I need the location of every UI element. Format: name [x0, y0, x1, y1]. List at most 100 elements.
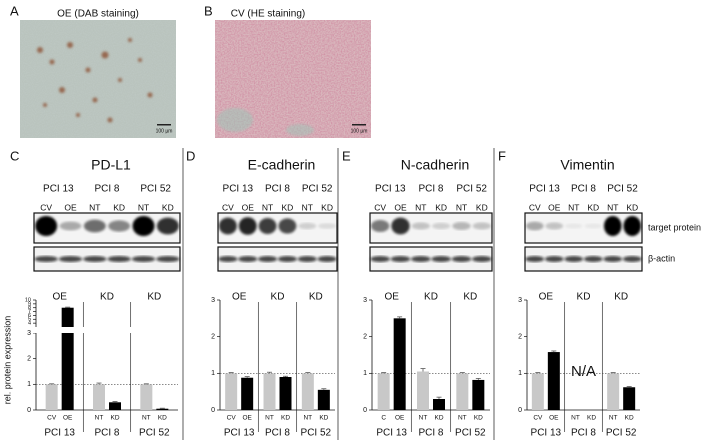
- group-header: OE: [384, 292, 399, 303]
- bar: [547, 352, 560, 410]
- x-tick-label: KD: [474, 415, 483, 422]
- y-tick-label: 2: [211, 334, 215, 341]
- lane-label: CV: [529, 202, 541, 212]
- bar: [109, 402, 121, 410]
- x-tick-label: NT: [571, 415, 580, 422]
- lane-label: OE: [548, 202, 561, 212]
- band: [156, 256, 180, 262]
- lane-label: OE: [64, 202, 77, 212]
- band: [371, 220, 390, 232]
- x-tick-label: NT: [458, 415, 467, 422]
- lane-label: KD: [113, 202, 125, 212]
- lane-label: KD: [162, 202, 174, 212]
- band: [83, 219, 106, 233]
- group-label: PCI 13: [376, 428, 407, 439]
- band: [258, 218, 277, 234]
- blot-group-label: PCI 13: [223, 184, 254, 195]
- band: [317, 256, 337, 262]
- group-header: KD: [147, 292, 161, 303]
- bar: [301, 373, 314, 410]
- blot-target: [33, 212, 181, 244]
- y-tick-label: 0: [518, 407, 522, 414]
- y-axis-label: rel. protein expression: [2, 316, 12, 405]
- y-tick-label: 2: [518, 334, 522, 341]
- group-label: PCI 13: [531, 428, 562, 439]
- band: [391, 217, 410, 235]
- lane-label: KD: [282, 202, 294, 212]
- x-tick-label: NT: [265, 415, 274, 422]
- x-tick-label: OE: [395, 415, 405, 422]
- bar: [225, 373, 238, 410]
- lane-label: CV: [222, 202, 234, 212]
- group-header: KD: [614, 292, 628, 303]
- group-label: PCI 13: [44, 428, 75, 439]
- band: [584, 223, 603, 229]
- lane-label: KD: [587, 202, 599, 212]
- band: [131, 256, 156, 262]
- bar: [93, 384, 105, 410]
- y-tick-label: 3: [518, 297, 522, 304]
- bar: [393, 318, 406, 410]
- image-caption: CV (HE staining): [231, 9, 305, 20]
- lane-label: KD: [626, 202, 638, 212]
- blot-label: target protein: [648, 222, 701, 232]
- blot-group-label: PCI 8: [571, 184, 596, 195]
- panel-letter: B: [204, 3, 213, 18]
- blot-group-label: PCI 13: [43, 184, 74, 195]
- bar: [156, 408, 169, 410]
- band: [34, 256, 58, 262]
- x-tick-label: KD: [587, 415, 596, 422]
- bar: [607, 373, 620, 410]
- lane-label: NT: [415, 202, 426, 212]
- band: [564, 223, 583, 229]
- y-tick-label: 1: [518, 370, 522, 377]
- lane-label: NT: [138, 202, 149, 212]
- scale-label: 100 µm: [156, 128, 173, 134]
- lane-label: KD: [435, 202, 447, 212]
- blot-group-label: PCI 8: [265, 184, 290, 195]
- y-tick-label: 4: [28, 321, 31, 327]
- y-tick-label: 3: [363, 297, 367, 304]
- band: [83, 256, 107, 262]
- band: [238, 256, 258, 262]
- chart-title: PD-L1: [91, 157, 131, 173]
- x-tick-label: OE: [63, 415, 73, 422]
- lane-label: NT: [456, 202, 467, 212]
- blot-actin: [33, 246, 181, 272]
- x-tick-label: NT: [419, 415, 428, 422]
- band: [472, 256, 492, 262]
- group-label: PCI 8: [94, 428, 119, 439]
- bar: [531, 373, 544, 410]
- bar: [140, 384, 153, 410]
- group-label: PCI 52: [139, 428, 170, 439]
- blot-group-label: PCI 52: [140, 184, 171, 195]
- band: [432, 222, 451, 230]
- panel-letter: C: [10, 148, 19, 163]
- y-tick-label: 2: [363, 334, 367, 341]
- band: [452, 222, 471, 230]
- band: [525, 256, 545, 262]
- x-tick-label: NT: [303, 415, 312, 422]
- lane-label: CV: [40, 202, 52, 212]
- lane-label: OE: [242, 202, 255, 212]
- group-label: PCI 8: [571, 428, 596, 439]
- group-label: PCI 8: [265, 428, 290, 439]
- bar: [263, 373, 276, 410]
- blot-label: β-actin: [648, 253, 675, 263]
- blot-target: [217, 212, 338, 244]
- band: [564, 256, 584, 262]
- band: [107, 256, 131, 262]
- band: [451, 256, 472, 262]
- x-tick-label: KD: [281, 415, 290, 422]
- band: [603, 216, 622, 236]
- image-caption: OE (DAB staining): [57, 9, 139, 20]
- y-tick-label: 0: [27, 407, 31, 414]
- band: [623, 216, 642, 236]
- x-tick-label: KD: [434, 415, 443, 422]
- bar: [317, 389, 330, 410]
- x-tick-label: KD: [110, 415, 119, 422]
- panel-letter: A: [10, 3, 19, 18]
- band: [108, 220, 131, 232]
- x-tick-label: KD: [158, 415, 167, 422]
- group-label: PCI 52: [301, 428, 332, 439]
